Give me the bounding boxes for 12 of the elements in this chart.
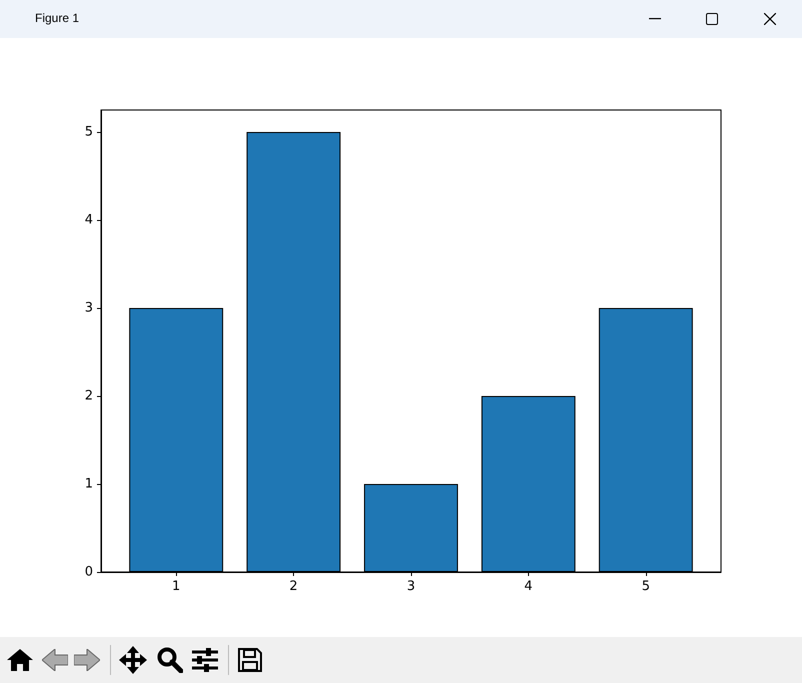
- y-tick-label: 3: [84, 300, 93, 316]
- y-tick-label: 2: [84, 388, 93, 404]
- y-tick-label: 1: [84, 476, 93, 492]
- x-tick-label: 2: [289, 579, 298, 594]
- y-tick-label: 0: [84, 564, 93, 580]
- x-tick-label: 3: [406, 579, 416, 594]
- x-tick-label: 1: [172, 579, 180, 594]
- y-tick-label: 4: [84, 212, 93, 228]
- x-tick-label: 5: [642, 579, 650, 594]
- x-tick-label: 4: [524, 579, 533, 594]
- caption: Figure 1: [35, 11, 80, 25]
- y-tick-label: 5: [84, 124, 93, 140]
